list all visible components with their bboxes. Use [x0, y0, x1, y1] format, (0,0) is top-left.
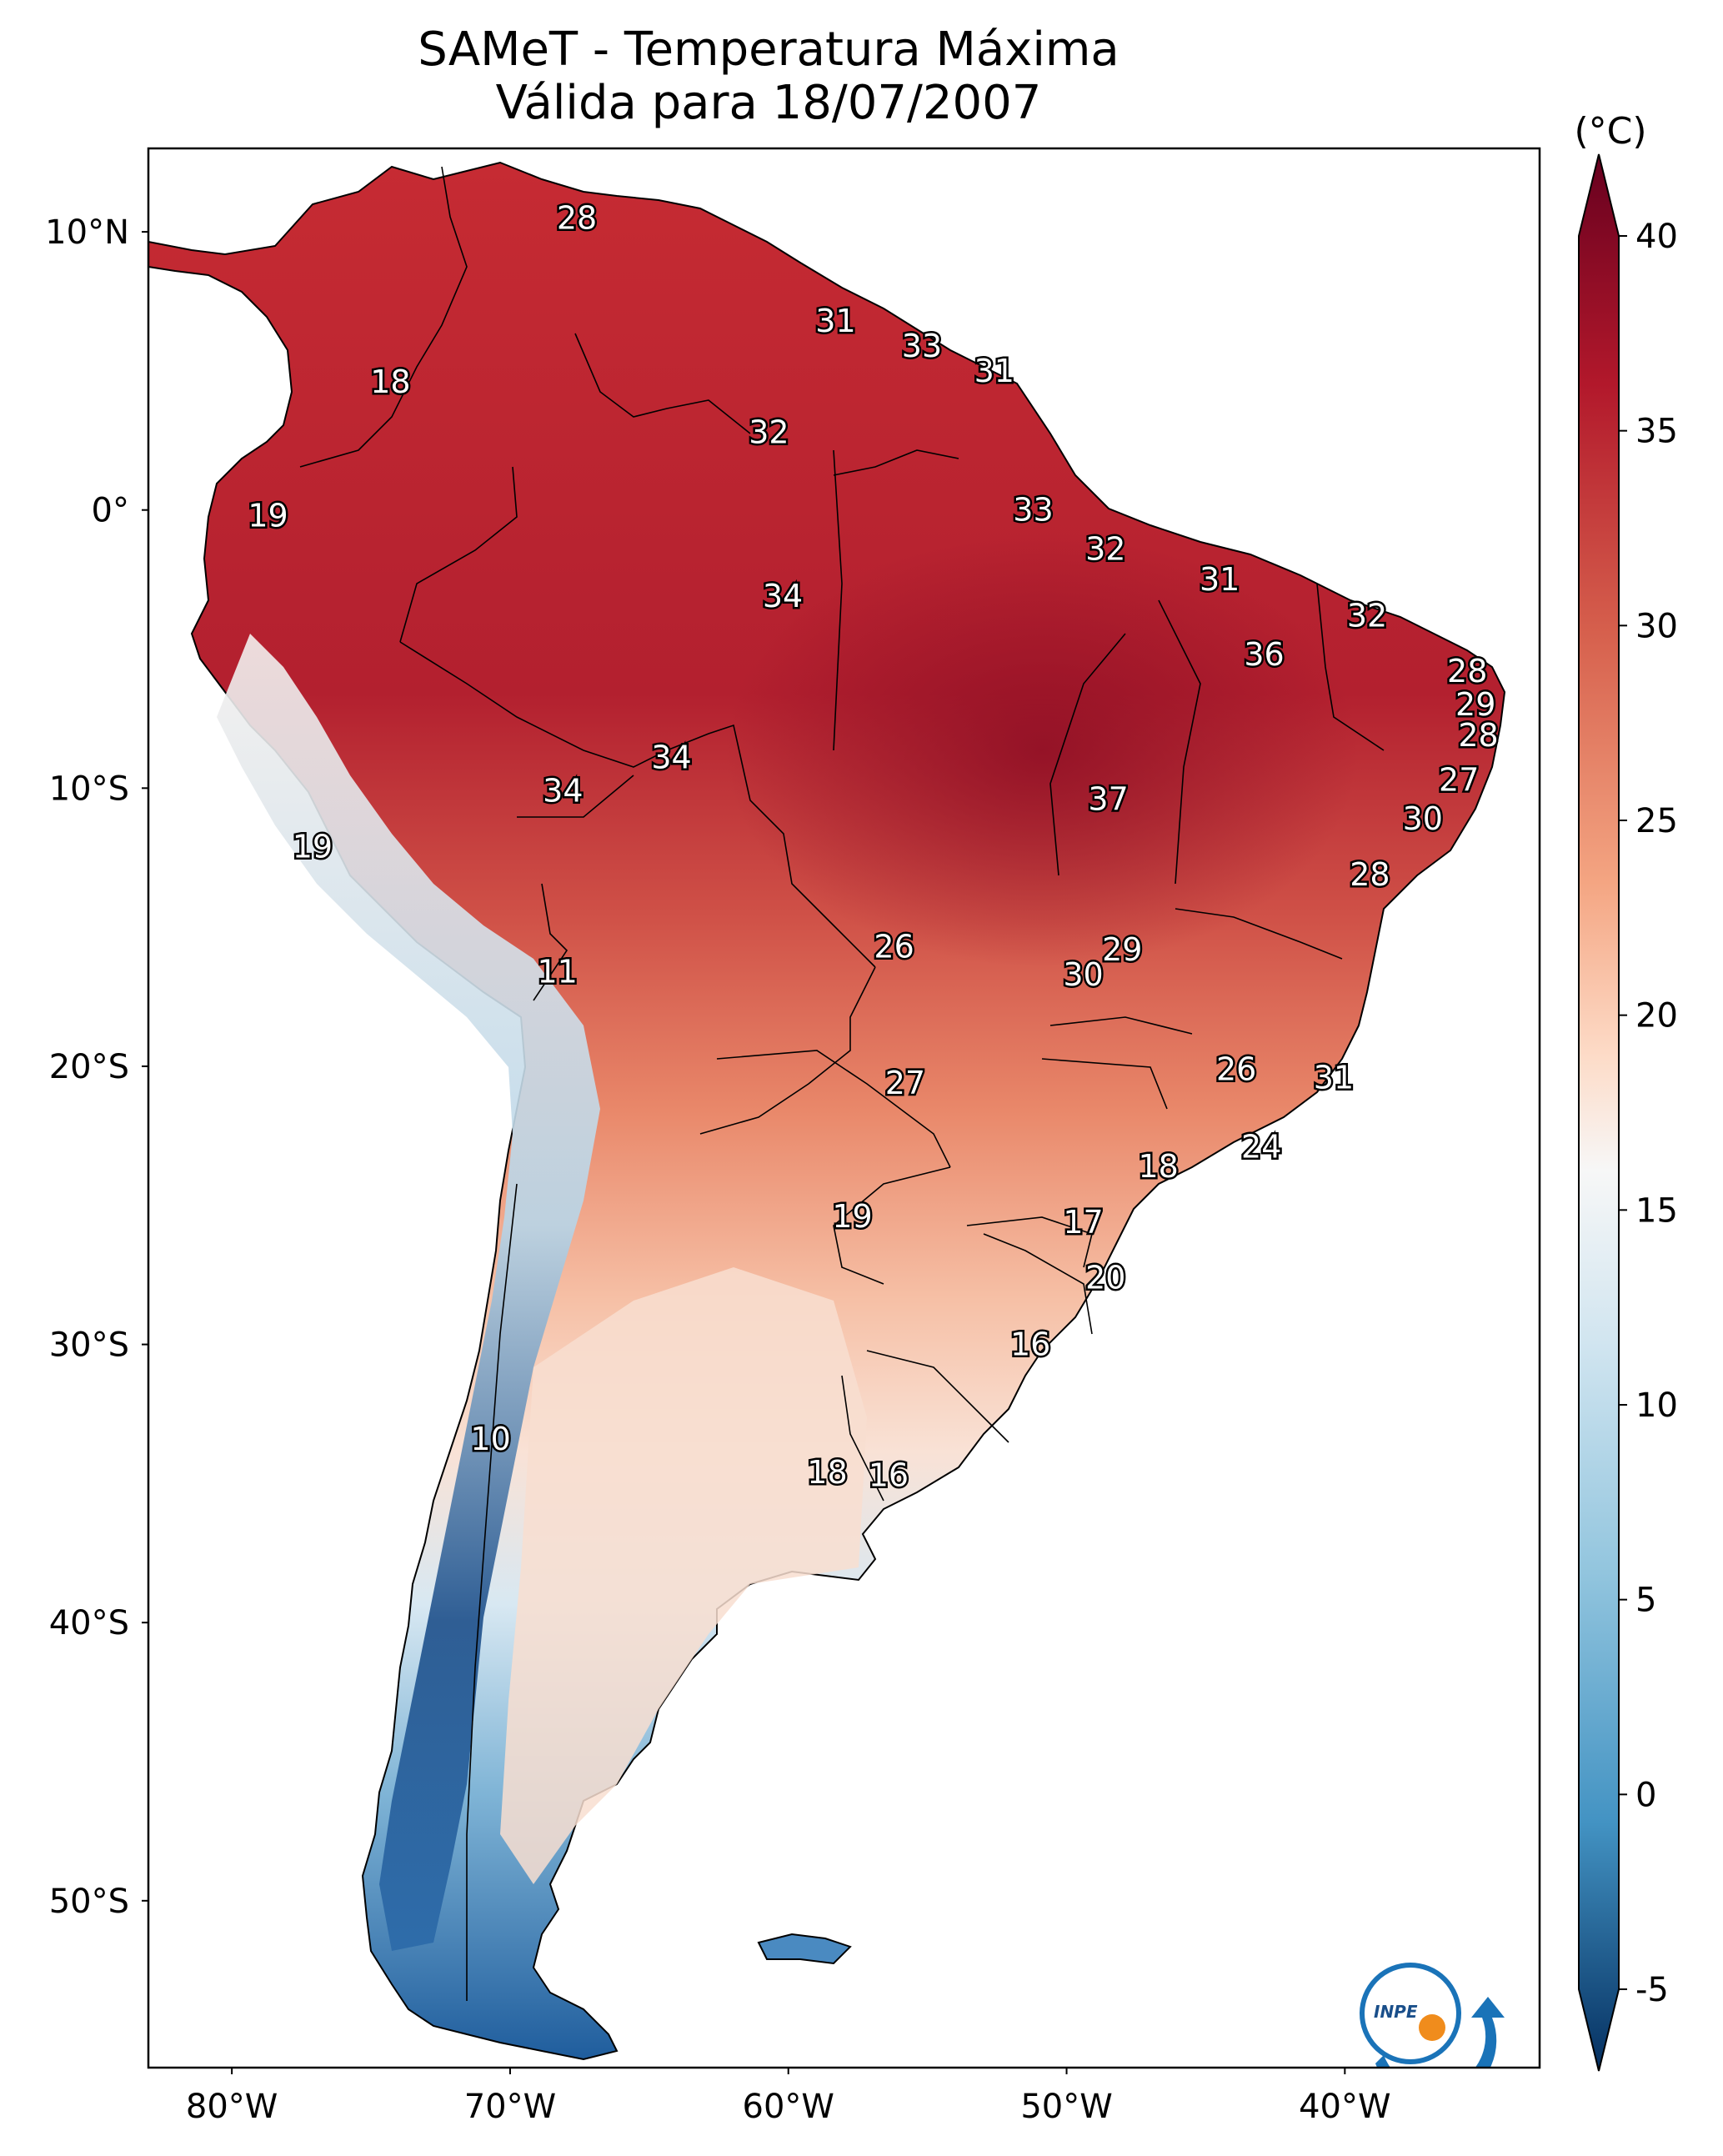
temperature-label: 34 [763, 578, 803, 614]
temperature-label: 32 [1085, 530, 1125, 567]
temperature-label: 31 [1314, 1059, 1354, 1096]
temperature-label: 29 [1102, 931, 1142, 968]
temperature-label: 31 [1200, 561, 1240, 598]
colorbar-tick-label: -5 [1635, 1971, 1669, 2009]
temperature-label: 19 [832, 1198, 872, 1235]
temperature-label: 28 [1447, 653, 1487, 689]
latitude-ticks: 10°N 0° 10°S 20°S 30°S 40°S 50°S [45, 213, 148, 1921]
colorbar: (°C) 40 35 30 25 20 15 10 5 0 -5 [1574, 110, 1678, 2072]
inpe-logo-text: INPE [1374, 2002, 1418, 2022]
colorbar-ticks: 40 35 30 25 20 15 10 5 0 -5 [1619, 218, 1678, 2009]
hot-core-region [725, 534, 1359, 967]
lon-tick-label: 40°W [1299, 2088, 1390, 2126]
lon-tick-label: 70°W [464, 2088, 556, 2126]
lat-tick-label: 50°S [49, 1883, 129, 1921]
temperature-label: 32 [1347, 597, 1387, 634]
temperature-label: 28 [1350, 856, 1390, 893]
lat-tick-label: 30°S [49, 1326, 129, 1365]
lon-tick-label: 50°W [1020, 2088, 1112, 2126]
temperature-label: 20 [1085, 1260, 1125, 1296]
colorbar-tick-label: 0 [1635, 1776, 1656, 1814]
temperature-label: 24 [1241, 1129, 1281, 1166]
temperature-label: 34 [651, 740, 691, 776]
temperature-label: 19 [293, 828, 333, 865]
temperature-label: 16 [869, 1457, 909, 1493]
temperature-label: 31 [815, 303, 855, 339]
falkland-islands [757, 1933, 852, 1965]
country-borders [299, 166, 1385, 2001]
temperature-label: 36 [1244, 636, 1284, 673]
colorbar-tick-label: 30 [1635, 607, 1678, 645]
south-america-landmass [148, 161, 1506, 2061]
temperature-label: 37 [1088, 781, 1128, 818]
lat-tick-label: 10°N [45, 213, 129, 252]
temperature-label: 10 [470, 1421, 510, 1457]
temperature-label: 18 [807, 1454, 847, 1491]
lat-tick-label: 20°S [49, 1048, 129, 1086]
title-line-1: SAMeT - Temperatura Máxima [418, 23, 1119, 77]
temperature-label: 11 [538, 954, 578, 990]
temperature-label: 26 [874, 928, 914, 965]
temperature-label: 19 [248, 497, 288, 534]
temperature-label: 32 [749, 414, 789, 450]
inpe-logo: INPE [1360, 1963, 1505, 2068]
temperature-label: 26 [1216, 1050, 1256, 1087]
colorbar-tick-label: 10 [1635, 1386, 1678, 1425]
temperature-label: 33 [1013, 492, 1053, 529]
lat-tick-label: 40°S [49, 1604, 129, 1642]
title-line-2: Válida para 18/07/2007 [495, 76, 1042, 130]
colorbar-tick-label: 25 [1635, 802, 1678, 840]
temperature-label: 28 [557, 199, 597, 236]
colorbar-body [1578, 153, 1620, 2072]
longitude-ticks: 80°W 70°W 60°W 50°W 40°W [186, 2068, 1391, 2126]
colorbar-tick-label: 20 [1635, 997, 1678, 1035]
colorbar-tick-label: 15 [1635, 1191, 1678, 1230]
temperature-label: 27 [1439, 761, 1479, 798]
lon-tick-label: 60°W [743, 2088, 834, 2126]
temperature-label: 33 [902, 328, 942, 364]
lat-tick-label: 0° [92, 492, 129, 530]
colorbar-tick-label: 40 [1635, 218, 1678, 256]
temperature-label: 18 [1139, 1148, 1179, 1185]
patagonia-warm-area [500, 1267, 867, 1884]
temperature-label: 17 [1063, 1204, 1103, 1241]
colorbar-unit: (°C) [1574, 110, 1646, 153]
temperature-label: 27 [885, 1065, 925, 1101]
colorbar-tick-label: 5 [1635, 1582, 1656, 1620]
lon-tick-label: 80°W [186, 2088, 278, 2126]
temperature-label: 30 [1063, 956, 1103, 993]
temperature-label: 29 [1455, 686, 1495, 723]
colorbar-tick-label: 35 [1635, 413, 1678, 451]
temperature-label: 18 [370, 364, 410, 400]
map-frame [147, 147, 1541, 2069]
temperature-label: 31 [974, 353, 1014, 389]
temperature-label: 16 [1010, 1326, 1050, 1363]
andes-cold-band [217, 634, 600, 1951]
temperature-label: 28 [1458, 717, 1498, 754]
lat-tick-label: 10°S [49, 770, 129, 808]
temperature-label: 30 [1403, 800, 1443, 837]
temperature-label: 34 [543, 773, 583, 810]
map-title: SAMeT - Temperatura Máxima Válida para 1… [0, 23, 1537, 130]
